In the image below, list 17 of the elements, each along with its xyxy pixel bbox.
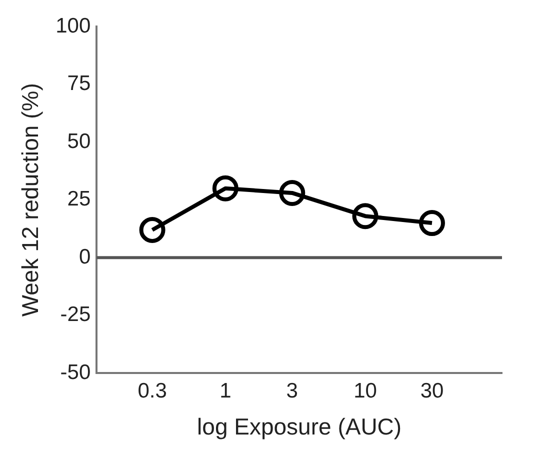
y-tick-label: 25 [67,188,91,211]
x-tick-label: 10 [354,380,377,403]
point [139,216,166,243]
y-tick-label: 50 [67,130,91,153]
y-tick-label: 100 [56,14,91,38]
y-tick-label: -50 [60,360,91,384]
point [418,210,445,236]
x-tick-label: 3 [286,380,298,403]
point [279,180,306,206]
y-tick-label: 75 [67,72,91,96]
y-tick-label: 0 [78,245,91,268]
y-tick-label: -25 [60,303,91,326]
x-axis-title: log Exposure (AUC) [197,414,402,440]
x-tick-label: 0.3 [138,380,167,403]
x-tick-label: 30 [420,380,444,403]
y-axis-title: Week 12 reduction (%) [17,83,44,317]
x-tick-label: 1 [220,380,232,403]
